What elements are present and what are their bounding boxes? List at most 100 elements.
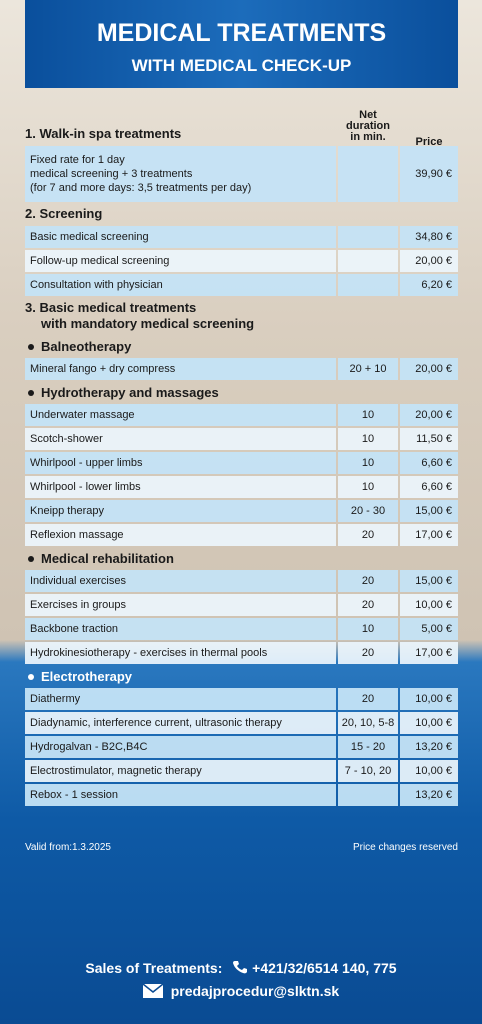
header-line: in min. <box>350 131 386 143</box>
price-row: Reflexion massage 20 17,00 € <box>25 524 458 546</box>
section-title: 1. Walk-in spa treatments <box>25 126 458 146</box>
header-line: duration <box>346 120 390 132</box>
treatment: Kneipp therapy <box>25 500 336 522</box>
header-line: Net <box>359 109 377 121</box>
mail-icon <box>142 983 164 998</box>
treatment: Whirlpool - lower limbs <box>25 476 336 498</box>
price: 20,00 € <box>400 404 458 426</box>
price: 20,00 € <box>400 250 458 272</box>
price: 20,00 € <box>400 358 458 380</box>
price-row: Individual exercises 20 15,00 € <box>25 570 458 592</box>
price-list: 1. Walk-in spa treatments Fixed rate for … <box>25 126 458 808</box>
price: 10,00 € <box>400 594 458 616</box>
section-title-line: 1. Walk-in spa treatments <box>25 126 182 141</box>
treatment-line: (for 7 and more days: 3,5 treatments per… <box>30 182 252 194</box>
phone: +421/32/6514 140, 775 <box>252 960 397 976</box>
price-row: Whirlpool - lower limbs 10 6,60 € <box>25 476 458 498</box>
duration: 10 <box>338 428 398 450</box>
duration: 20 <box>338 524 398 546</box>
price: 15,00 € <box>400 500 458 522</box>
treatment: Underwater massage <box>25 404 336 426</box>
valid-from: Valid from:1.3.2025 <box>25 842 111 853</box>
price-row: Whirlpool - upper limbs 10 6,60 € <box>25 452 458 474</box>
price: 6,20 € <box>400 274 458 296</box>
duration: 10 <box>338 476 398 498</box>
treatment: Diadynamic, interference current, ultras… <box>25 712 336 734</box>
duration: 10 <box>338 452 398 474</box>
treatment: Exercises in groups <box>25 594 336 616</box>
treatment: Backbone traction <box>25 618 336 640</box>
group-title: Balneotherapy <box>25 336 458 358</box>
price: 39,90 € <box>400 146 458 202</box>
price-row: Exercises in groups 20 10,00 € <box>25 594 458 616</box>
treatment: Electrostimulator, magnetic therapy <box>25 760 336 782</box>
section-title-line: 3. Basic medical treatments <box>25 300 197 315</box>
duration: 20 <box>338 688 398 710</box>
price: 11,50 € <box>400 428 458 450</box>
price-row: Basic medical screening 34,80 € <box>25 226 458 248</box>
treatment: Whirlpool - upper limbs <box>25 452 336 474</box>
section-title-line: with mandatory medical screening <box>41 316 255 331</box>
treatment: Hydrokinesiotherapy - exercises in therm… <box>25 642 336 664</box>
group-title: Medical rehabilitation <box>25 548 458 570</box>
price: 10,00 € <box>400 712 458 734</box>
price-note: Price changes reserved <box>352 842 458 853</box>
duration: 20, 10, 5-8 <box>338 712 398 734</box>
price-row: Hydrogalvan - B2C,B4C 15 - 20 13,20 € <box>25 736 458 758</box>
phone-icon <box>233 961 248 974</box>
price: 10,00 € <box>400 688 458 710</box>
price-row: Electrostimulator, magnetic therapy 7 - 1… <box>25 760 458 782</box>
price-row: Fixed rate for 1 day medical screening + … <box>25 146 458 202</box>
duration: 20 + 10 <box>338 358 398 380</box>
price: 10,00 € <box>400 760 458 782</box>
treatment-line: medical screening + 3 treatments <box>30 168 193 180</box>
section-title-line: 2. Screening <box>25 206 103 221</box>
duration: 15 - 20 <box>338 736 398 758</box>
price-row: Consultation with physician 6,20 € <box>25 274 458 296</box>
price: 5,00 € <box>400 618 458 640</box>
price-row: Follow-up medical screening 20,00 € <box>25 250 458 272</box>
treatment: Rebox - 1 session <box>25 784 336 806</box>
section-title: 3. Basic medical treatments with mandator… <box>25 298 458 336</box>
price: 13,20 € <box>400 784 458 806</box>
sales-label: Sales of Treatments: <box>85 960 223 976</box>
email-line: predajprocedur@slktn.sk <box>0 983 482 999</box>
duration <box>338 274 398 296</box>
treatment: Diathermy <box>25 688 336 710</box>
price-row: Hydrokinesiotherapy - exercises in therm… <box>25 642 458 664</box>
price: 34,80 € <box>400 226 458 248</box>
treatment: Hydrogalvan - B2C,B4C <box>25 736 336 758</box>
treatment-line: Fixed rate for 1 day <box>30 154 125 166</box>
duration: 10 <box>338 618 398 640</box>
price-row: Backbone traction 10 5,00 € <box>25 618 458 640</box>
title: MEDICAL TREATMENTS <box>96 19 387 47</box>
duration: 20 <box>338 642 398 664</box>
price: 6,60 € <box>400 452 458 474</box>
price-header: Price <box>415 136 443 148</box>
duration: 20 - 30 <box>338 500 398 522</box>
duration-header: Net duration in min. <box>338 110 398 143</box>
duration: 20 <box>338 594 398 616</box>
treatment: Consultation with physician <box>25 274 336 296</box>
price-row: Rebox - 1 session 13,20 € <box>25 784 458 806</box>
duration: 7 - 10, 20 <box>338 760 398 782</box>
duration <box>338 226 398 248</box>
duration <box>338 250 398 272</box>
duration: 20 <box>338 570 398 592</box>
email: predajprocedur@slktn.sk <box>170 983 340 999</box>
price: 15,00 € <box>400 570 458 592</box>
subtitle: WITH MEDICAL CHECK-UP <box>131 56 352 75</box>
treatment: Follow-up medical screening <box>25 250 336 272</box>
price: 6,60 € <box>400 476 458 498</box>
duration <box>338 146 398 202</box>
price: 17,00 € <box>400 642 458 664</box>
price: 13,20 € <box>400 736 458 758</box>
price-row: Scotch-shower 10 11,50 € <box>25 428 458 450</box>
treatment: Basic medical screening <box>25 226 336 248</box>
price: 17,00 € <box>400 524 458 546</box>
treatment: Mineral fango + dry compress <box>25 358 336 380</box>
group-title: Hydrotherapy and massages <box>25 382 458 404</box>
price-row: Diathermy 20 10,00 € <box>25 688 458 710</box>
treatment: Fixed rate for 1 day medical screening + … <box>25 146 336 202</box>
